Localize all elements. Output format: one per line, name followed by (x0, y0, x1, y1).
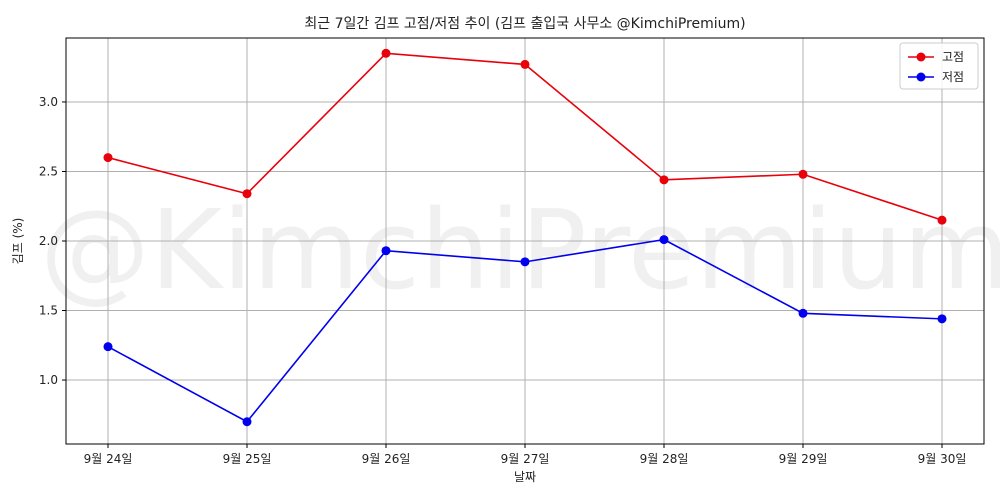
y-tick-label: 1.0 (39, 373, 58, 387)
data-point-저점 (659, 235, 669, 245)
data-point-고점 (242, 189, 252, 199)
data-point-저점 (798, 308, 808, 318)
chart-title: 최근 7일간 김프 고점/저점 추이 (김프 출입국 사무소 @KimchiPr… (304, 16, 745, 32)
data-point-고점 (103, 153, 113, 163)
x-axis-title: 날짜 (514, 470, 536, 484)
x-tick-label: 9월 26일 (362, 452, 411, 466)
legend-swatch-marker (916, 72, 926, 82)
data-point-저점 (937, 314, 947, 324)
y-tick-label: 3.0 (39, 95, 58, 109)
x-tick-label: 9월 29일 (779, 452, 828, 466)
data-point-저점 (242, 417, 252, 427)
y-tick-label: 2.5 (39, 164, 58, 178)
y-tick-label: 1.5 (39, 304, 58, 318)
data-point-저점 (520, 257, 530, 267)
data-point-고점 (798, 169, 808, 179)
data-point-저점 (381, 246, 391, 256)
data-point-저점 (103, 342, 113, 352)
x-tick-label: 9월 30일 (918, 452, 967, 466)
data-point-고점 (520, 59, 530, 69)
watermark-text: @KimchiPremium (40, 186, 1000, 314)
legend-label: 저점 (942, 70, 964, 84)
data-point-고점 (381, 48, 391, 58)
legend-label: 고점 (942, 50, 964, 64)
legend-box (899, 42, 979, 90)
y-tick-label: 2.0 (39, 234, 58, 248)
x-tick-label: 9월 25일 (223, 452, 272, 466)
legend-swatch-marker (916, 52, 926, 62)
y-axis-title: 김프 (%) (11, 218, 25, 265)
data-point-고점 (659, 175, 669, 185)
x-tick-label: 9월 28일 (640, 452, 689, 466)
x-tick-label: 9월 24일 (84, 452, 133, 466)
x-tick-label: 9월 27일 (501, 452, 550, 466)
data-point-고점 (937, 215, 947, 225)
